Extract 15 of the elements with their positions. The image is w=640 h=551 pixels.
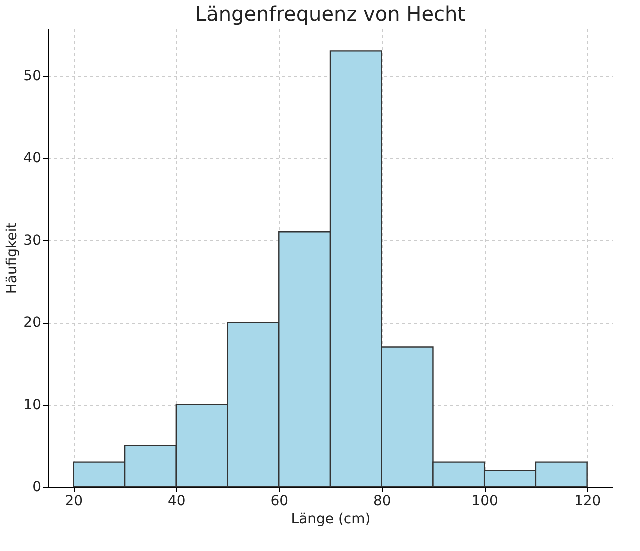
y-tick-label: 40 <box>24 150 42 167</box>
x-tick-label: 100 <box>472 494 498 510</box>
x-tick-label: 20 <box>65 494 84 510</box>
y-tick-label: 0 <box>32 480 42 496</box>
y-tick-label: 30 <box>24 232 42 249</box>
y-tick-label: 10 <box>24 397 42 414</box>
x-tick-label: 60 <box>270 494 289 510</box>
chart-title: Längenfrequenz von Hecht <box>195 2 466 26</box>
x-tick-label: 120 <box>574 494 602 510</box>
x-tick-label: 40 <box>168 494 186 510</box>
y-axis-title: Häufigkeit <box>4 222 21 294</box>
y-tick-label: 20 <box>24 315 42 332</box>
y-tick-label: 50 <box>24 68 42 84</box>
x-axis-title: Länge (cm) <box>291 512 371 528</box>
x-tick-label: 80 <box>373 494 392 510</box>
